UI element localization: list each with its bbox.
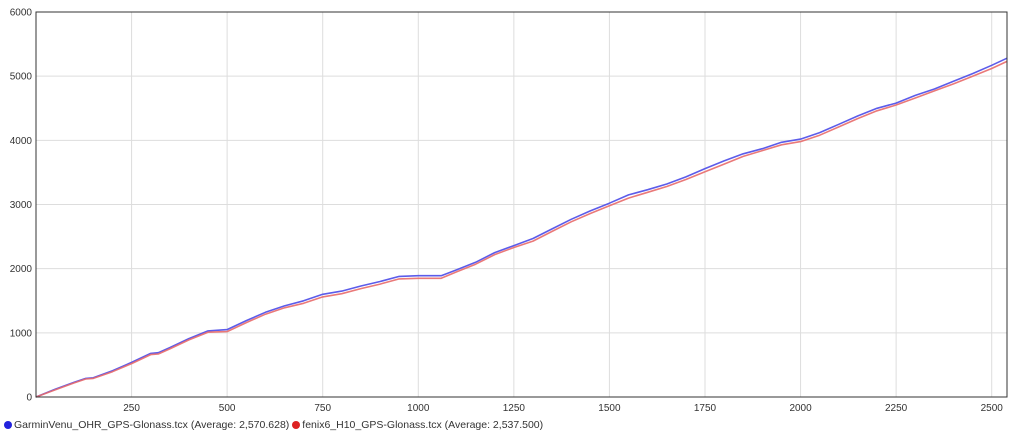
x-tick-label: 250 bbox=[123, 403, 140, 414]
y-tick-label: 4000 bbox=[10, 136, 33, 147]
x-tick-label: 2500 bbox=[981, 403, 1004, 414]
y-tick-label: 5000 bbox=[10, 72, 33, 83]
grid-lines bbox=[36, 12, 1007, 397]
plot-frame bbox=[35, 11, 1008, 398]
x-tick-label: 1750 bbox=[694, 403, 717, 414]
legend-dot-icon bbox=[292, 421, 301, 429]
y-tick-label: 1000 bbox=[10, 328, 33, 339]
y-tick-label: 6000 bbox=[10, 8, 33, 19]
x-tick-label: 750 bbox=[314, 403, 331, 414]
tick-labels: 0 1000 2000 3000 4000 5000 6000 250 500 750 1000 12… bbox=[10, 8, 1004, 415]
legend-label: GarminVenu_OHR_GPS-Glonass.tcx (Average:… bbox=[14, 419, 290, 431]
x-tick-label: 1000 bbox=[407, 403, 430, 414]
x-tick-label: 500 bbox=[219, 403, 236, 414]
series-line-fenix6 bbox=[35, 60, 1008, 398]
x-tick-label: 1250 bbox=[503, 403, 526, 414]
x-tick-label: 1500 bbox=[598, 403, 621, 414]
line-chart: 0 1000 2000 3000 4000 5000 6000 250 500 750 1000 12… bbox=[10, 8, 1008, 415]
series-line-garminvenu bbox=[35, 57, 1008, 398]
legend: GarminVenu_OHR_GPS-Glonass.tcx (Average:… bbox=[4, 418, 546, 432]
y-tick-label: 2000 bbox=[10, 264, 33, 275]
legend-item-fenix6[interactable]: fenix6_H10_GPS-Glonass.tcx (Average: 2,5… bbox=[292, 419, 543, 431]
y-tick-label: 0 bbox=[26, 393, 32, 404]
y-tick-label: 3000 bbox=[10, 200, 33, 211]
legend-item-garminvenu[interactable]: GarminVenu_OHR_GPS-Glonass.tcx (Average:… bbox=[4, 419, 289, 431]
legend-dot-icon bbox=[4, 421, 12, 429]
series-lines bbox=[35, 57, 1008, 398]
legend-label: fenix6_H10_GPS-Glonass.tcx (Average: 2,5… bbox=[302, 419, 544, 431]
x-tick-label: 2250 bbox=[885, 403, 908, 414]
x-tick-label: 2000 bbox=[789, 403, 812, 414]
